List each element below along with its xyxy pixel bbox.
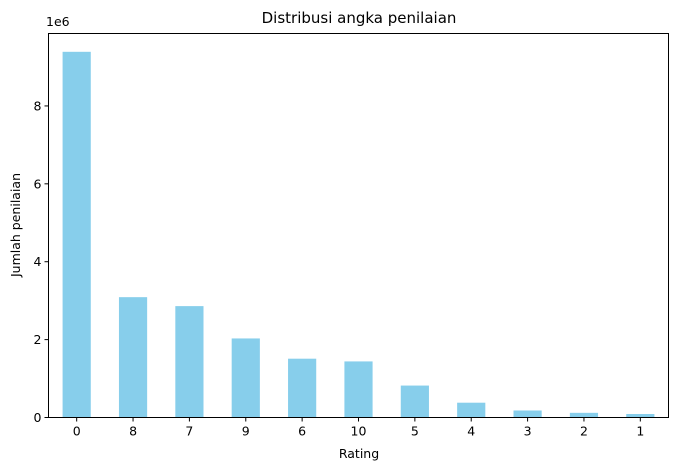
x-tick-label: 10	[351, 424, 367, 439]
x-tick-label: 6	[298, 424, 306, 439]
plot-frame	[48, 33, 669, 418]
bar-8	[118, 297, 148, 418]
y-ticks-group: 0 2 4 6 8	[34, 98, 49, 425]
bar-10	[344, 361, 373, 418]
y-tick-label: 4	[34, 254, 42, 269]
bar-7	[175, 306, 204, 418]
x-ticks-group: 0 8 7 9 6 10 5 4 3 2 1	[73, 417, 644, 439]
x-axis-label: Rating	[339, 446, 379, 461]
x-tick-label: 5	[411, 424, 419, 439]
bar-4	[457, 402, 486, 418]
bar-0	[62, 51, 91, 418]
x-tick-label: 2	[580, 424, 588, 439]
x-tick-label: 4	[467, 424, 475, 439]
x-tick-label: 9	[242, 424, 250, 439]
x-tick-label: 1	[636, 424, 644, 439]
x-tick-label: 0	[73, 424, 81, 439]
y-tick-label: 8	[34, 98, 42, 113]
bar-5	[400, 385, 429, 418]
y-tick-label: 2	[34, 332, 42, 347]
bar-3	[513, 410, 542, 418]
x-tick-label: 3	[524, 424, 532, 439]
x-tick-label: 7	[185, 424, 193, 439]
bar-6	[288, 358, 317, 418]
y-tick-label: 0	[34, 410, 42, 425]
y-tick-label: 6	[34, 176, 42, 191]
bar-1	[626, 413, 655, 418]
x-tick-label: 8	[129, 424, 137, 439]
bar-2	[569, 412, 599, 418]
y-axis-scale-label: 1e6	[46, 14, 70, 29]
bars-group	[62, 51, 655, 418]
y-axis-label: Jumlah penilaian	[8, 173, 23, 278]
chart-title: Distribusi angka penilaian	[262, 9, 457, 27]
bar-9	[231, 338, 260, 418]
